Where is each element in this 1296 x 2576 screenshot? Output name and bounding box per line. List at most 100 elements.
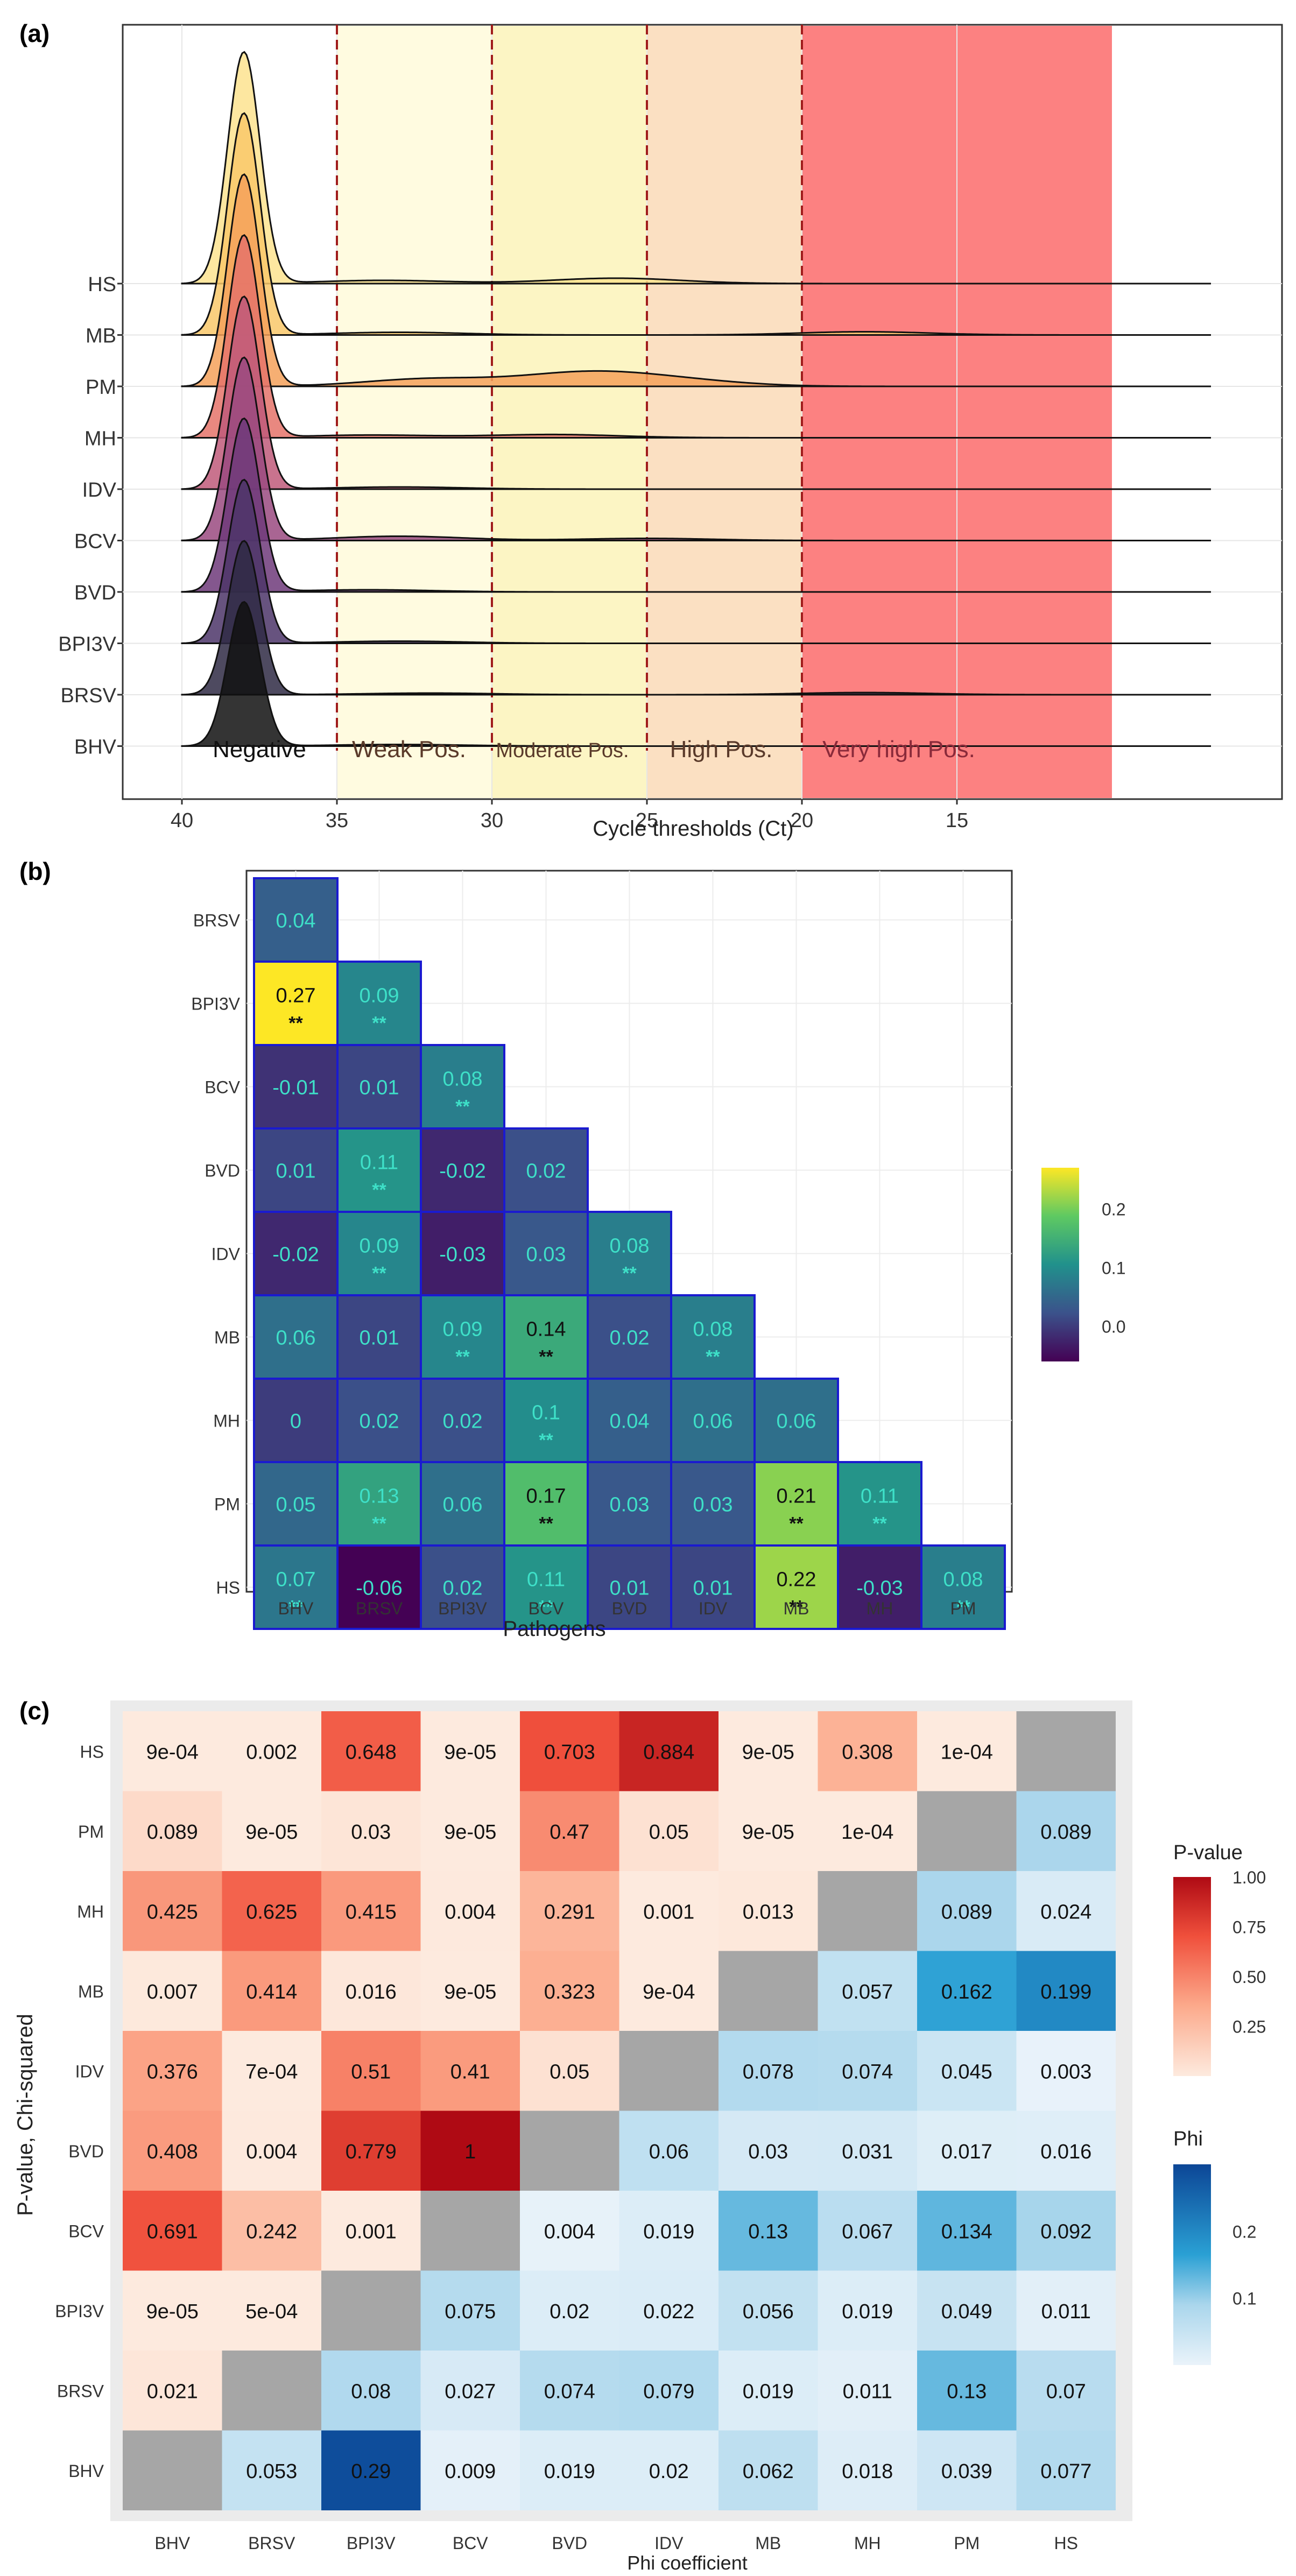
zone-band xyxy=(492,26,647,798)
heatmap-cell xyxy=(917,2111,1017,2191)
cell-value: 0.062 xyxy=(743,2460,794,2483)
cell-value: 0.031 xyxy=(842,2141,893,2163)
cell-value: 0.067 xyxy=(842,2220,893,2243)
cell-value: 0.078 xyxy=(743,2060,794,2083)
heatmap-cell xyxy=(818,2351,917,2431)
cell-value: 0.08 xyxy=(443,1068,483,1091)
cell-value: -0.06 xyxy=(356,1577,403,1600)
heatmap-cell xyxy=(917,1711,1017,1791)
y-tick-label: PM xyxy=(78,1822,104,1841)
cell-value: 0.05 xyxy=(550,2060,589,2083)
y-tick-label: PM xyxy=(86,376,116,399)
heatmap-cell xyxy=(420,1211,505,1296)
heatmap-cell xyxy=(619,2351,719,2431)
cell-value: 0.408 xyxy=(147,2141,198,2163)
cell-significance: ** xyxy=(706,1347,720,1367)
y-tick-label: MB xyxy=(86,325,116,348)
cell-value: 0.29 xyxy=(351,2460,391,2483)
zone-label: Very high Pos. xyxy=(822,736,975,763)
cell-significance: ** xyxy=(455,1097,470,1117)
heatmap-cell xyxy=(719,1871,818,1951)
heatmap-cell xyxy=(222,2351,321,2431)
y-tick-label: HS xyxy=(88,273,116,296)
heatmap-cell xyxy=(253,877,339,963)
cell-value: 0.648 xyxy=(346,1741,397,1763)
cell-value: 0.022 xyxy=(643,2300,694,2323)
cell-value: 0.01 xyxy=(610,1577,650,1600)
cell-value: 0.414 xyxy=(246,1981,297,2003)
x-tick-label: BHV xyxy=(278,1599,314,1618)
heatmap-cell xyxy=(321,1951,421,2031)
x-tick-label: BVD xyxy=(612,1599,647,1618)
ridge-idv xyxy=(181,295,1211,490)
heatmap-cell xyxy=(818,2031,917,2111)
heatmap-cell xyxy=(719,2111,818,2191)
cell-value: 0.09 xyxy=(360,985,399,1007)
cell-value: 0.51 xyxy=(351,2060,391,2083)
zone-band xyxy=(337,26,492,798)
y-tick-label: BRSV xyxy=(193,911,241,930)
heatmap-cell xyxy=(336,1211,422,1296)
cell-significance: ** xyxy=(372,1514,386,1534)
panel-a-xlabel: Cycle thresholds (Ct) xyxy=(593,817,793,841)
cell-value: 0.039 xyxy=(941,2460,992,2483)
heatmap-cell xyxy=(520,1871,619,1951)
legend-colorbar-phi xyxy=(1173,2164,1211,2365)
heatmap-cell xyxy=(619,2270,719,2351)
cell-value: 0.056 xyxy=(743,2300,794,2323)
heatmap-cell xyxy=(336,1461,422,1547)
heatmap-cell xyxy=(321,2111,421,2191)
cell-value: -0.02 xyxy=(439,1160,486,1183)
heatmap-cell xyxy=(253,1544,339,1630)
heatmap-cell xyxy=(336,1044,422,1130)
heatmap-cell xyxy=(1016,1951,1116,2031)
legend-tick: 0.2 xyxy=(1102,1199,1125,1219)
y-tick-label: IDV xyxy=(75,2062,104,2081)
cell-value: 0.013 xyxy=(743,1901,794,1923)
cell-value: 5e-04 xyxy=(245,2300,298,2323)
heatmap-cell xyxy=(222,2111,321,2191)
cell-value: 0.13 xyxy=(360,1485,399,1508)
cell-value: 0.21 xyxy=(777,1485,816,1508)
cell-value: 0.291 xyxy=(544,1901,595,1923)
heatmap-cell xyxy=(818,2111,917,2191)
x-tick-label: BHV xyxy=(154,2533,190,2553)
cell-value: 0.07 xyxy=(1046,2380,1086,2403)
heatmap-cell xyxy=(222,2430,321,2510)
heatmap-cell xyxy=(619,2191,719,2271)
heatmap-cell xyxy=(420,1871,520,1951)
cell-value: 0.199 xyxy=(1040,1981,1091,2003)
cell-value: 0.019 xyxy=(842,2300,893,2323)
cell-value: 0.08 xyxy=(610,1235,650,1258)
heatmap-cell xyxy=(123,1951,222,2031)
heatmap-cell xyxy=(222,1711,321,1791)
cell-value: 0.089 xyxy=(1040,1821,1091,1844)
legend-tick: 0.50 xyxy=(1232,1967,1266,1987)
cell-value: 9e-04 xyxy=(643,1981,695,2003)
heatmap-cell xyxy=(818,1871,917,1951)
heatmap-cell xyxy=(670,1294,756,1380)
ridge-bvd xyxy=(181,417,1211,593)
cell-value: 0.057 xyxy=(842,1981,893,2003)
cell-value: 0.14 xyxy=(526,1318,566,1341)
heatmap-cell xyxy=(222,2191,321,2271)
cell-significance: ** xyxy=(455,1347,470,1367)
heatmap-cell xyxy=(336,1544,422,1630)
heatmap-cell xyxy=(719,2191,818,2271)
cell-value: 0.075 xyxy=(445,2300,496,2323)
x-tick-label: MH xyxy=(854,2533,881,2553)
cell-value: 0.01 xyxy=(360,1077,399,1099)
x-tick-label: 25 xyxy=(636,809,658,832)
x-tick-label: BRSV xyxy=(356,1599,403,1618)
cell-value: -0.03 xyxy=(856,1577,903,1600)
y-tick-label: HS xyxy=(80,1742,104,1761)
heatmap-cell xyxy=(222,1951,321,2031)
heatmap-cell xyxy=(1016,1711,1116,1791)
cell-value: 0.045 xyxy=(941,2060,992,2083)
cell-value: 0.02 xyxy=(550,2300,589,2323)
cell-value: 0.11 xyxy=(861,1485,899,1508)
cell-value: 0.027 xyxy=(445,2380,496,2403)
heatmap-cell xyxy=(619,1871,719,1951)
y-tick-label: MH xyxy=(213,1411,240,1431)
legend-colorbar xyxy=(1041,1168,1079,1361)
